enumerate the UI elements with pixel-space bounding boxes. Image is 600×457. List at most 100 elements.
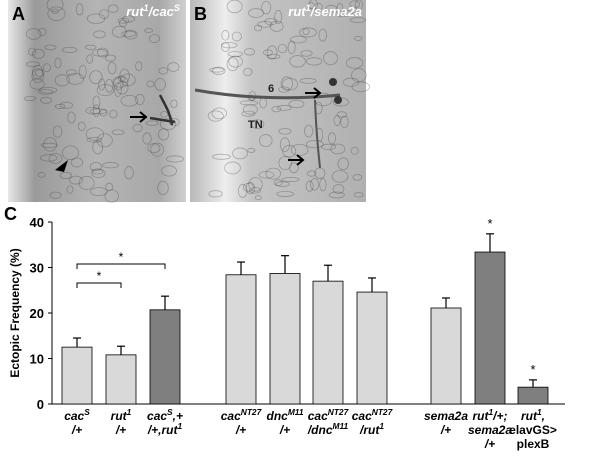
text-run: rut [472, 409, 489, 423]
texture [158, 128, 170, 141]
text-run: rut [126, 4, 144, 19]
superscript: NT27 [241, 407, 262, 417]
texture [325, 4, 338, 13]
text-run: rut [288, 4, 306, 19]
texture [135, 93, 145, 106]
texture [257, 21, 273, 28]
texture [32, 48, 45, 59]
texture [157, 180, 169, 196]
texture [332, 184, 345, 194]
texture [66, 73, 85, 85]
superscript: S [84, 407, 90, 417]
texture [232, 147, 249, 160]
texture [43, 137, 58, 152]
texture [161, 165, 177, 177]
text-run: rut [111, 409, 128, 423]
image-label: TN [248, 119, 263, 131]
bracket-label: * [97, 269, 102, 283]
texture [300, 50, 313, 57]
texture [278, 127, 292, 135]
texture [279, 137, 290, 153]
texture [42, 63, 51, 73]
texture [145, 120, 159, 126]
texture [308, 0, 318, 11]
texture [102, 162, 120, 169]
texture [66, 185, 74, 194]
texture [149, 34, 160, 44]
superscript: 1 [379, 421, 384, 431]
bar [225, 274, 257, 405]
texture [96, 47, 109, 58]
text-run: /+ [484, 437, 495, 451]
superscript: NT27 [328, 407, 349, 417]
texture [96, 133, 113, 148]
x-tick-label: /+ [484, 437, 495, 451]
texture [61, 46, 78, 53]
texture [336, 2, 344, 18]
texture [85, 106, 101, 115]
texture [26, 28, 42, 40]
texture [323, 51, 338, 66]
texture [132, 123, 143, 133]
texture [288, 162, 299, 174]
text-run: /+ [115, 423, 126, 437]
texture [89, 70, 103, 85]
texture [59, 101, 74, 109]
texture [124, 166, 134, 180]
texture [248, 177, 263, 192]
texture [124, 29, 138, 40]
text-run: /+ [440, 423, 451, 437]
text-run: /+ [235, 423, 246, 437]
texture [86, 137, 103, 143]
texture [89, 108, 108, 115]
texture [266, 45, 278, 60]
texture [89, 162, 102, 172]
texture [144, 28, 153, 33]
texture [117, 75, 126, 82]
texture [278, 155, 293, 171]
texture [146, 80, 155, 88]
x-tick-label: rut1 [111, 407, 132, 423]
texture [349, 0, 360, 9]
texture [340, 115, 349, 129]
significance-mark: * [530, 362, 535, 377]
texture [254, 195, 262, 201]
text-run: cac [147, 409, 167, 423]
text-run: /sema2a [310, 4, 362, 19]
texture [330, 143, 346, 155]
texture [336, 111, 347, 118]
texture [211, 107, 227, 120]
texture [221, 42, 230, 52]
texture [105, 78, 114, 93]
text-run: /dnc [307, 423, 333, 437]
texture [167, 62, 180, 72]
texture [85, 127, 105, 141]
texture [31, 68, 44, 83]
texture [287, 40, 296, 55]
texture [318, 28, 327, 42]
texture [160, 111, 169, 118]
texture [353, 192, 364, 198]
superscript: 1 [127, 407, 132, 417]
texture [135, 61, 143, 71]
texture [266, 54, 281, 59]
texture [51, 8, 60, 14]
superscript: 1 [178, 421, 183, 431]
texture [248, 8, 265, 18]
texture [90, 187, 108, 197]
texture [40, 142, 58, 148]
panel-letter: B [194, 4, 207, 24]
texture [280, 76, 294, 91]
texture [328, 191, 345, 199]
bracket [76, 263, 166, 269]
bar [105, 354, 137, 405]
texture [302, 28, 310, 36]
texture [86, 54, 94, 64]
texture [207, 110, 224, 122]
texture [307, 2, 315, 9]
texture [48, 153, 63, 164]
texture [25, 61, 40, 67]
texture [242, 104, 258, 115]
texture [241, 110, 256, 117]
